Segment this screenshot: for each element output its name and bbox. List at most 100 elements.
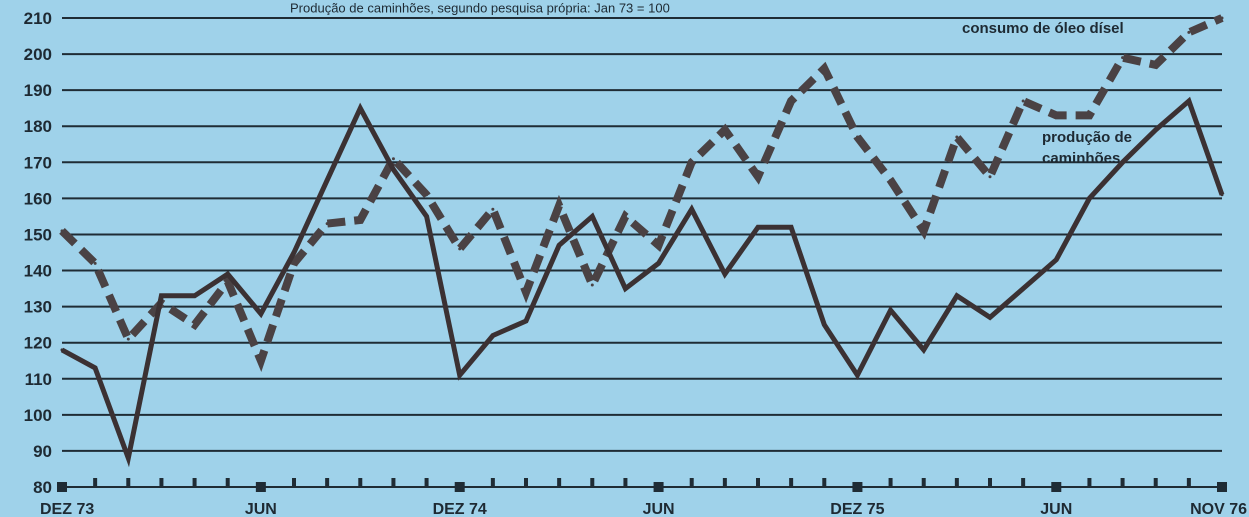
x-tick-mark-25 [888, 478, 893, 487]
x-tick-mark-20 [722, 478, 727, 487]
series-1-point-1 [93, 366, 97, 370]
x-tick-mark-3 [159, 478, 164, 487]
x-tick-mark-24 [852, 482, 863, 492]
x-tick-label-1: JUN [245, 501, 277, 517]
x-tick-mark-30 [1051, 482, 1062, 492]
legend-label-trucks-line1: produção de [1042, 129, 1132, 146]
y-tick-label-80: 80 [33, 478, 52, 497]
y-tick-label-100: 100 [24, 406, 52, 425]
series-0-point-30 [1054, 113, 1058, 117]
series-0-point-18 [657, 243, 661, 247]
series-1-point-16 [590, 214, 594, 218]
series-1-point-10 [391, 168, 395, 172]
x-tick-mark-15 [557, 478, 562, 487]
series-0-point-8 [325, 222, 329, 226]
y-tick-label-150: 150 [24, 225, 52, 244]
series-1-point-22 [789, 225, 793, 229]
series-1-point-24 [855, 373, 859, 377]
x-tick-mark-32 [1120, 478, 1125, 487]
x-tick-mark-0 [57, 482, 67, 492]
series-lines [59, 14, 1225, 468]
y-tick-label-130: 130 [24, 298, 52, 317]
series-0-point-6 [259, 359, 263, 363]
y-tick-label-160: 160 [24, 189, 52, 208]
series-0-point-23 [822, 67, 826, 71]
y-tick-label-110: 110 [25, 370, 52, 389]
y-axis-ticks: 80 90 100 110 120 130 140 150 160 170 180 190 200 210 [24, 9, 52, 497]
series-0-point-14 [524, 290, 528, 294]
series-1-point-26 [922, 348, 926, 352]
series-1-point-28 [988, 315, 992, 319]
series-1-point-0 [60, 348, 64, 352]
series-0-point-10 [391, 157, 395, 161]
series-0-point-2 [126, 337, 130, 341]
series-1-point-13 [491, 333, 495, 337]
series-0-point-35 [1220, 16, 1224, 20]
x-tick-mark-7 [292, 478, 296, 487]
series-1-point-21 [756, 225, 760, 229]
series-1-point-25 [889, 308, 893, 312]
x-tick-mark-21 [756, 478, 760, 487]
series-0-point-20 [723, 128, 727, 132]
y-tick-label-140: 140 [24, 262, 52, 281]
x-tick-mark-26 [921, 478, 926, 487]
series-1-point-34 [1187, 99, 1191, 103]
y-tick-label-210: 210 [24, 9, 52, 28]
x-tick-label-0: DEZ 73 [40, 501, 94, 517]
series-1-point-27 [955, 294, 959, 298]
x-tick-mark-19 [689, 478, 694, 487]
series-0-point-0 [60, 229, 64, 233]
series-0-point-31 [1087, 113, 1091, 117]
grid-lines [62, 17, 1222, 488]
x-tick-mark-18 [653, 482, 664, 492]
x-tick-mark-2 [126, 478, 131, 487]
x-tick-label-3: JUN [643, 501, 675, 517]
series-0-point-32 [1121, 56, 1125, 60]
series-1-point-7 [292, 251, 296, 254]
x-tick-mark-5 [225, 478, 230, 487]
series-1-point-33 [1154, 128, 1158, 132]
series-line-0 [59, 14, 1224, 372]
series-0-point-1 [93, 261, 97, 265]
series-0-point-24 [855, 135, 859, 139]
series-0-point-13 [491, 207, 495, 211]
series-1-point-30 [1054, 258, 1058, 262]
series-1-point-35 [1220, 193, 1224, 197]
series-0-point-11 [425, 193, 429, 197]
series-1-point-8 [325, 178, 329, 182]
x-tick-mark-28 [988, 478, 992, 487]
series-1-point-12 [458, 373, 462, 377]
y-tick-label-120: 120 [24, 334, 52, 353]
x-tick-mark-6 [255, 482, 266, 492]
x-tick-mark-22 [789, 478, 794, 487]
series-1-point-6 [259, 312, 263, 316]
x-tick-mark-34 [1186, 478, 1191, 487]
x-tick-mark-29 [1021, 478, 1026, 487]
x-tick-label-6: NOV 76 [1190, 501, 1247, 517]
series-0-point-4 [193, 323, 197, 327]
x-tick-mark-17 [623, 478, 628, 487]
x-tick-mark-35 [1217, 482, 1227, 492]
series-1-point-19 [690, 207, 694, 211]
y-tick-label-200: 200 [24, 45, 52, 64]
series-0-point-12 [458, 247, 462, 251]
series-1-point-29 [1021, 287, 1025, 291]
series-1-point-11 [425, 214, 429, 218]
series-0-point-29 [1021, 99, 1025, 103]
legend-label-trucks-line2: caminhões [1042, 150, 1120, 167]
x-tick-mark-1 [93, 478, 98, 487]
series-0-point-33 [1154, 63, 1158, 67]
x-tick-mark-33 [1153, 478, 1158, 487]
series-1-point-4 [193, 294, 197, 298]
x-tick-mark-10 [391, 478, 396, 487]
series-0-point-7 [292, 261, 296, 265]
series-1-point-18 [657, 261, 661, 265]
series-0-point-26 [922, 229, 926, 233]
x-tick-mark-16 [590, 478, 595, 487]
series-1-point-23 [822, 323, 826, 327]
series-1-point-17 [623, 287, 627, 291]
y-tick-label-180: 180 [24, 117, 52, 136]
series-0-point-34 [1187, 30, 1191, 34]
x-tick-mark-8 [325, 478, 330, 487]
